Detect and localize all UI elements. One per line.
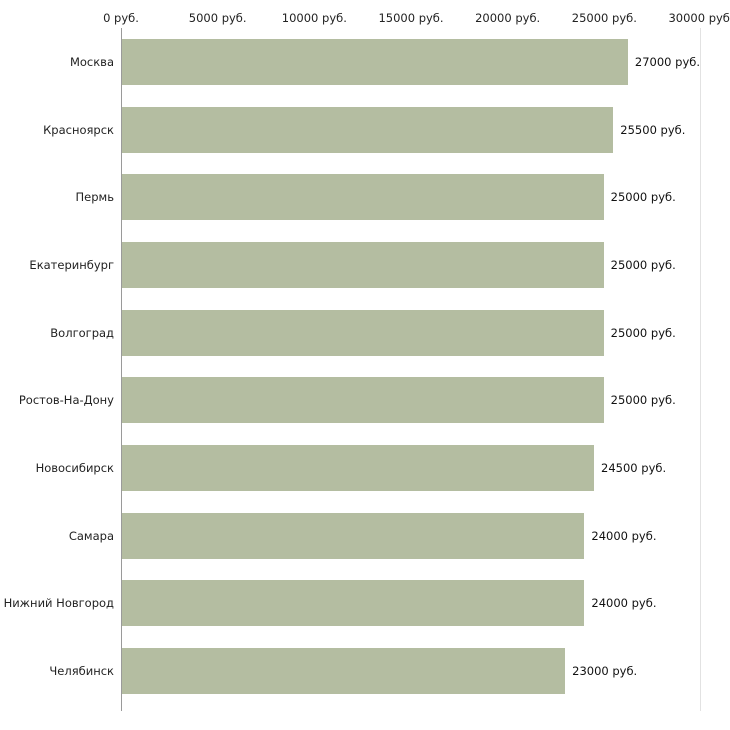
bar [122, 38, 628, 85]
bar-row: Волгоград 25000 руб. [50, 299, 700, 367]
bar-row: Новосибирск 24500 руб. [36, 434, 700, 502]
value-label: 25000 руб. [610, 393, 676, 408]
category-label: Челябинск [49, 664, 114, 679]
x-axis-tick: 30000 руб. [668, 11, 730, 25]
category-label: Пермь [75, 190, 114, 205]
bar-row: Челябинск 23000 руб. [49, 637, 700, 705]
value-label: 24000 руб. [591, 596, 657, 611]
bar [122, 106, 614, 153]
bar [122, 580, 585, 627]
bar [122, 241, 604, 288]
value-label: 24000 руб. [591, 528, 657, 543]
category-label: Москва [69, 54, 114, 69]
value-label: 27000 руб. [634, 54, 700, 69]
value-label: 24500 руб. [601, 460, 667, 475]
bar-row: Москва 27000 руб. [70, 28, 700, 96]
x-axis-tick: 20000 руб. [475, 11, 541, 25]
bar-row: Нижний Новгород 24000 руб. [4, 570, 700, 638]
bar [122, 309, 604, 356]
category-label: Новосибирск [35, 460, 114, 475]
category-label: Ростов-На-Дону [18, 393, 114, 408]
bar [122, 377, 604, 424]
category-label: Самара [68, 528, 114, 543]
category-label: Красноярск [43, 122, 114, 137]
value-label: 25000 руб. [610, 325, 676, 340]
x-axis-tick: 25000 руб. [571, 11, 637, 25]
x-axis-tick: 0 руб. [103, 11, 139, 25]
bar-row: Пермь 25000 руб. [76, 163, 700, 231]
value-label: 23000 руб. [572, 664, 638, 679]
x-axis-tick: 15000 руб. [378, 11, 444, 25]
value-label: 25000 руб. [610, 257, 676, 272]
category-label: Нижний Новгород [3, 596, 114, 611]
category-label: Волгоград [50, 325, 114, 340]
bar-row: Самара 24000 руб. [69, 502, 700, 570]
bar-row: Екатеринбург 25000 руб. [29, 231, 700, 299]
bar [122, 648, 566, 695]
x-axis: 0 руб. 5000 руб. 10000 руб. 15000 руб. 20000… [103, 11, 730, 27]
value-label: 25500 руб. [620, 122, 686, 137]
value-label: 25000 руб. [610, 190, 676, 205]
bar [122, 174, 604, 221]
x-axis-tick: 5000 руб. [188, 11, 247, 25]
bar [122, 444, 595, 491]
category-label: Екатеринбург [29, 257, 114, 272]
plot-area: Москва 27000 руб. Красноярск 25500 руб. Перм… [4, 28, 701, 711]
bar-row: Красноярск 25500 руб. [43, 96, 700, 164]
x-axis-tick: 10000 руб. [281, 11, 347, 25]
bar-row: Ростов-На-Дону 25000 руб. [19, 366, 700, 434]
bar [122, 512, 585, 559]
